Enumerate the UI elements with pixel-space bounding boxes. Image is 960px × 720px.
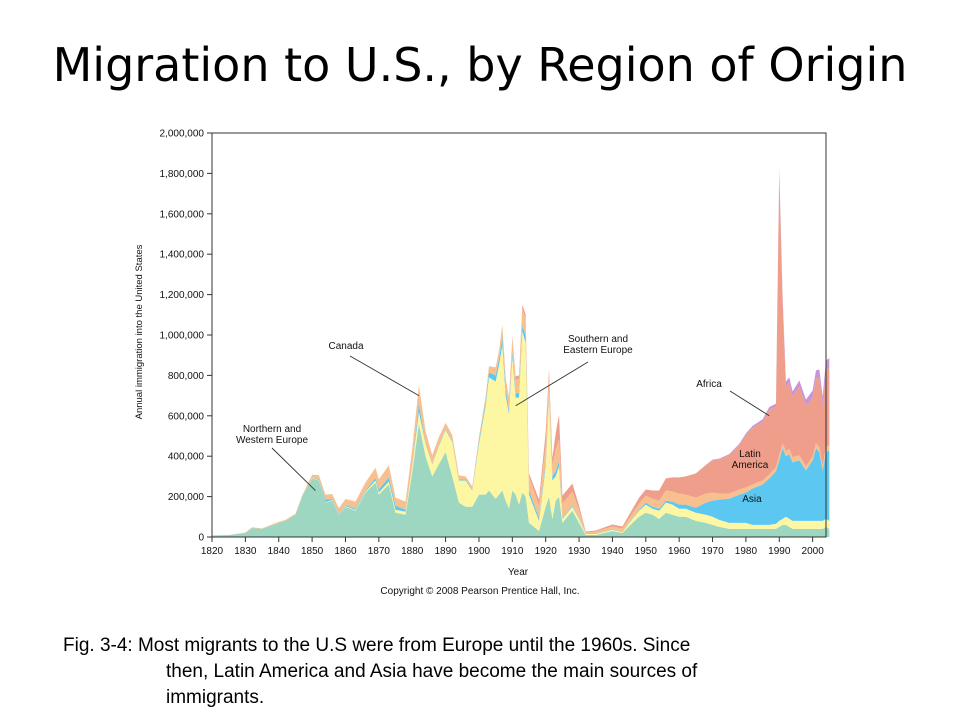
x-tick-label: 1950 xyxy=(635,546,658,557)
series-area-southern-and-eastern-europe xyxy=(212,330,830,536)
x-tick-label: 1820 xyxy=(201,546,224,557)
x-tick-label: 1990 xyxy=(768,546,791,557)
x-tick-label: 1860 xyxy=(334,546,357,557)
figure-caption: Fig. 3-4: Most migrants to the U.S were … xyxy=(63,633,883,711)
annotation-label-northern-and-western-europe: Northern and xyxy=(243,424,301,435)
y-tick-label: 0 xyxy=(198,533,204,544)
series-area-canada xyxy=(212,308,830,536)
annotation-label-northern-and-western-europe: Western Europe xyxy=(236,435,309,446)
y-tick-label: 600,000 xyxy=(168,411,205,422)
y-tick-label: 200,000 xyxy=(168,492,205,503)
annotation-label-latin-america: America xyxy=(732,460,769,471)
x-tick-label: 1930 xyxy=(568,546,591,557)
series-area-asia xyxy=(212,324,830,536)
chart-axes: 0 200,000 400,000 600,000 800,000 1,000,000 1,… xyxy=(160,129,827,557)
x-tick-label: 1880 xyxy=(401,546,424,557)
annotation-leader-canada xyxy=(349,355,420,396)
annotation-label-canada: Canada xyxy=(328,341,363,352)
x-tick-label: 1830 xyxy=(234,546,257,557)
annotation-leader-africa xyxy=(729,390,770,417)
x-tick-label: 1840 xyxy=(268,546,291,557)
x-tick-label: 1960 xyxy=(668,546,691,557)
annotation-label-latin-america: Latin xyxy=(739,449,761,460)
y-tick-label: 1,600,000 xyxy=(160,209,205,220)
annotation-label-asia: Asia xyxy=(742,494,762,505)
y-tick-label: 2,000,000 xyxy=(160,129,205,140)
y-tick-label: 800,000 xyxy=(168,371,205,382)
x-tick-label: 1970 xyxy=(701,546,724,557)
annotation-label-southern-and-eastern-europe: Eastern Europe xyxy=(563,345,633,356)
annotation-label-africa: Africa xyxy=(696,379,722,390)
annotation-leader-southern-and-eastern-europe xyxy=(515,361,589,407)
x-tick-label: 1900 xyxy=(468,546,491,557)
x-tick-label: 1980 xyxy=(735,546,758,557)
y-tick-label: 1,800,000 xyxy=(160,169,205,180)
y-tick-label: 1,000,000 xyxy=(160,331,205,342)
x-tick-label: 1850 xyxy=(301,546,324,557)
immigration-chart: 0 200,000 400,000 600,000 800,000 1,000,000 1,… xyxy=(134,129,830,597)
y-tick-label: 1,400,000 xyxy=(160,250,205,261)
slide-title: Migration to U.S., by Region of Origin xyxy=(52,38,908,92)
caption-line-1: Fig. 3-4: Most migrants to the U.S were … xyxy=(63,635,691,656)
x-tick-label: 1870 xyxy=(368,546,391,557)
annotation-label-southern-and-eastern-europe: Southern and xyxy=(568,334,628,345)
copyright-note: Copyright © 2008 Pearson Prentice Hall, … xyxy=(380,586,579,597)
series-area-northern-and-western-europe xyxy=(212,423,830,537)
x-tick-label: 1910 xyxy=(501,546,524,557)
x-axis-label: Year xyxy=(508,567,529,578)
x-tick-label: 1920 xyxy=(535,546,558,557)
x-tick-label: 1890 xyxy=(434,546,457,557)
caption-line-2: then, Latin America and Asia have become… xyxy=(166,661,698,682)
caption-line-3: immigrants. xyxy=(166,687,265,708)
y-tick-label: 1,200,000 xyxy=(160,290,205,301)
y-axis-label: Annual immigration into the United State… xyxy=(134,244,145,419)
chart-areas xyxy=(212,168,830,537)
x-tick-label: 1940 xyxy=(601,546,624,557)
y-tick-label: 400,000 xyxy=(168,452,205,463)
annotation-leader-northern-and-western-europe xyxy=(271,447,316,491)
x-tick-label: 2000 xyxy=(802,546,825,557)
